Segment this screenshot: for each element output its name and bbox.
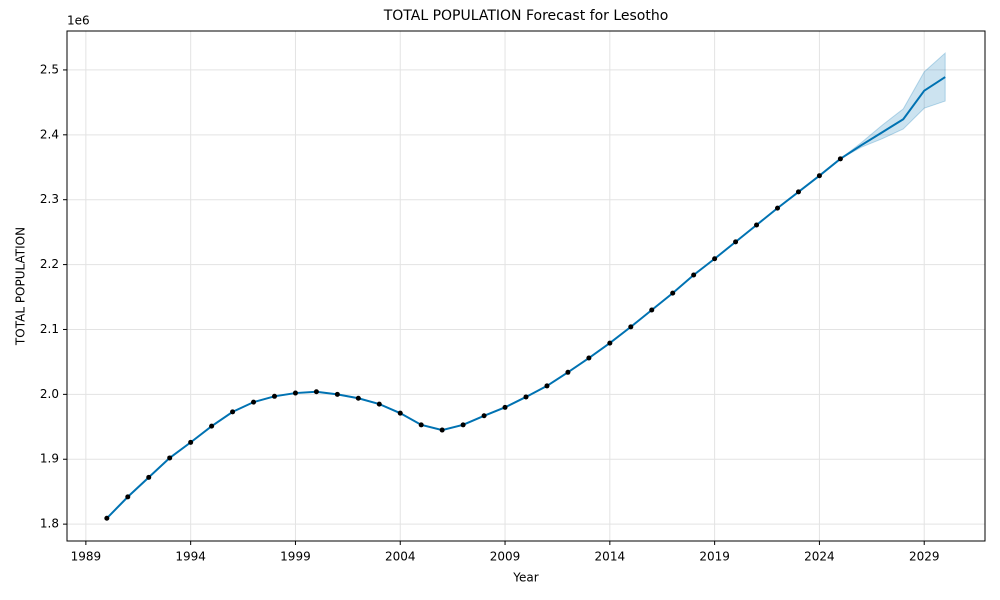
- x-axis-label: Year: [512, 571, 538, 585]
- observed-point: [292, 390, 298, 396]
- y-tick-label: 2.3: [40, 192, 59, 206]
- y-offset-label: 1e6: [67, 14, 90, 28]
- observed-point: [754, 222, 760, 228]
- observed-point: [146, 474, 152, 480]
- x-tick-label: 2029: [909, 550, 940, 564]
- observed-point: [544, 383, 550, 389]
- x-tick-label: 2024: [804, 550, 835, 564]
- plot-frame: [66, 30, 986, 542]
- x-tick-label: 1999: [280, 550, 311, 564]
- observed-point: [209, 423, 215, 429]
- x-tick-label: 2009: [490, 550, 521, 564]
- observed-point: [439, 427, 445, 433]
- observed-point: [607, 340, 613, 346]
- observed-point: [271, 393, 277, 399]
- observed-point: [188, 439, 194, 445]
- x-tick-label: 2019: [699, 550, 730, 564]
- y-tick-label: 2.1: [40, 322, 59, 336]
- y-tick-label: 2.5: [40, 62, 59, 76]
- observed-point: [586, 355, 592, 361]
- x-tick-label: 1989: [71, 550, 102, 564]
- y-tick-label: 2.2: [40, 257, 59, 271]
- observed-point: [502, 404, 508, 410]
- observed-point: [334, 391, 340, 397]
- observed-point: [775, 205, 781, 211]
- y-tick-label: 1.8: [40, 517, 59, 531]
- observed-point: [523, 394, 529, 400]
- observed-point: [481, 413, 487, 419]
- observed-point: [795, 189, 801, 195]
- observed-point: [355, 395, 361, 401]
- observed-point: [125, 494, 131, 500]
- chart-title: TOTAL POPULATION Forecast for Lesotho: [383, 8, 669, 24]
- observed-point: [837, 156, 843, 162]
- y-tick-label: 2.0: [40, 387, 59, 401]
- observed-point: [691, 272, 697, 278]
- y-tick-label: 2.4: [40, 127, 59, 141]
- observed-point: [397, 410, 403, 416]
- observed-point: [313, 389, 319, 395]
- observed-point: [816, 173, 822, 179]
- observed-point: [565, 369, 571, 375]
- observed-point: [251, 399, 257, 405]
- observed-point: [104, 515, 110, 521]
- y-tick-label: 1.9: [40, 452, 59, 466]
- uncertainty-band: [840, 51, 946, 160]
- observed-point: [733, 239, 739, 245]
- y-axis-label: TOTAL POPULATION: [14, 227, 28, 346]
- observed-point: [460, 422, 466, 428]
- x-tick-label: 1994: [175, 550, 206, 564]
- observed-point: [376, 401, 382, 407]
- observed-point: [649, 307, 655, 313]
- observed-point: [712, 256, 718, 262]
- x-tick-label: 2014: [595, 550, 626, 564]
- x-tick-label: 2004: [385, 550, 416, 564]
- observed-point: [230, 409, 236, 415]
- observed-point: [670, 290, 676, 296]
- observed-point: [418, 422, 424, 428]
- observed-point: [628, 324, 634, 330]
- observed-point: [167, 455, 173, 461]
